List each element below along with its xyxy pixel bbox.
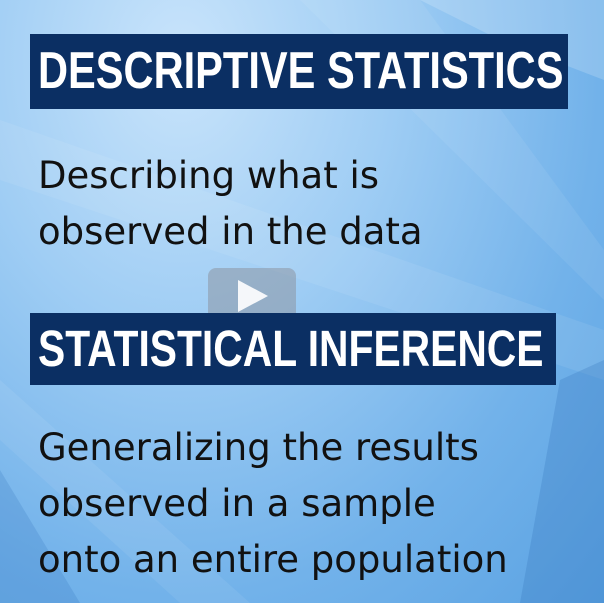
statistical-inference-heading: STATISTICAL INFERENCE [30, 313, 556, 385]
statistical-inference-description: Generalizing the results observed in a s… [38, 420, 508, 588]
play-icon [238, 280, 268, 312]
description-line: Describing what is [38, 154, 380, 197]
description-line: observed in a sample [38, 482, 436, 525]
description-line: onto an entire population [38, 538, 508, 581]
descriptive-statistics-heading: DESCRIPTIVE STATISTICS [30, 34, 568, 109]
descriptive-statistics-heading-text: DESCRIPTIVE STATISTICS [38, 42, 564, 100]
description-line: Generalizing the results [38, 426, 479, 469]
description-line: observed in the data [38, 210, 423, 253]
descriptive-statistics-description: Describing what is observed in the data [38, 148, 423, 260]
statistical-inference-heading-text: STATISTICAL INFERENCE [38, 320, 544, 377]
